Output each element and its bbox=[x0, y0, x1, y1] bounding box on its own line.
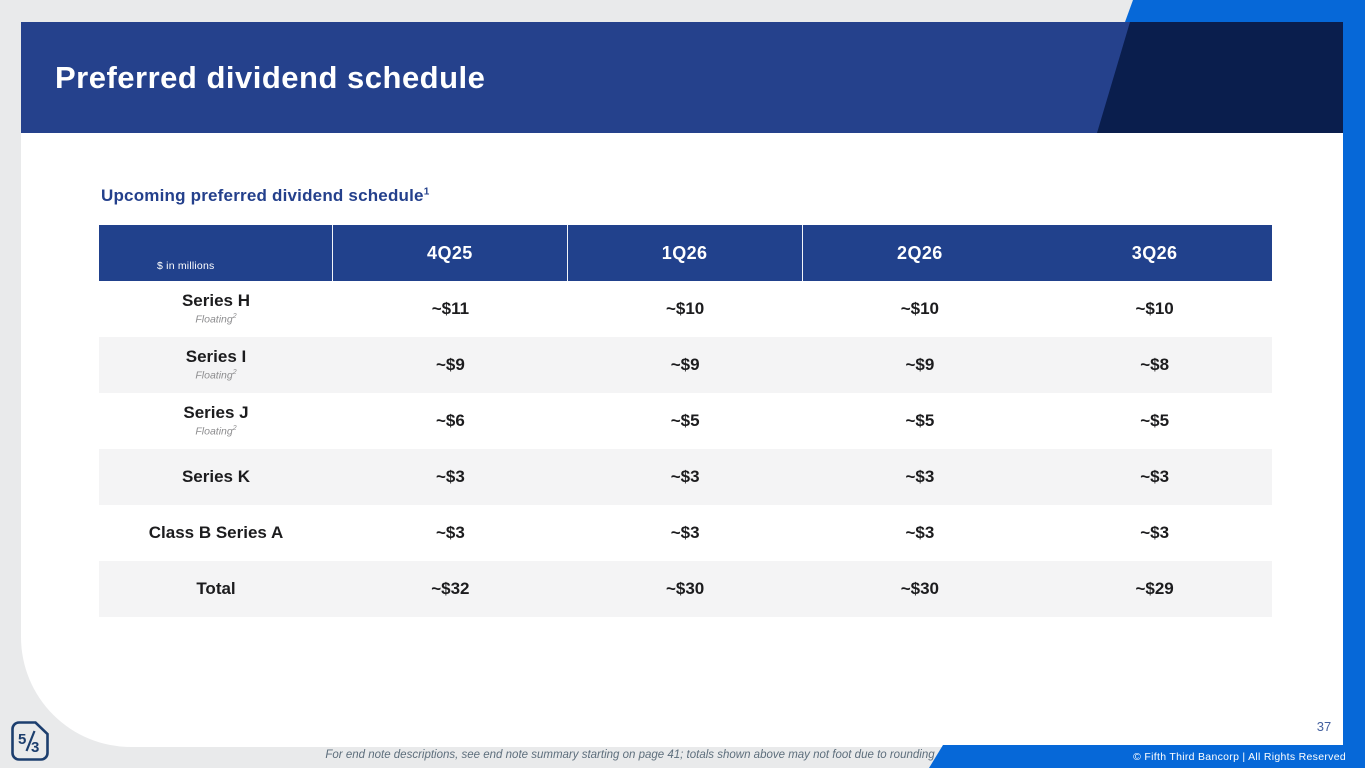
row-label-cell: Series H Floating2 bbox=[99, 281, 333, 337]
table-row-series-i: Series I Floating2 ~$9 ~$9 ~$9 ~$8 bbox=[99, 337, 1272, 393]
table-row-class-b-series-a: Class B Series A ~$3 ~$3 ~$3 ~$3 bbox=[99, 505, 1272, 561]
total-label: Total bbox=[196, 578, 236, 598]
value-cell: ~$32 bbox=[431, 579, 470, 598]
value-cell: ~$5 bbox=[1140, 411, 1170, 430]
series-label: Series H bbox=[181, 291, 251, 311]
svg-text:5: 5 bbox=[18, 731, 26, 748]
value-cell: ~$30 bbox=[900, 579, 940, 598]
endnote-text: For end note descriptions, see end note … bbox=[325, 749, 935, 761]
page-number: 37 bbox=[1316, 719, 1332, 734]
table-heading-text: Upcoming preferred dividend schedule bbox=[101, 186, 424, 205]
rate-type-label: Floating2 bbox=[195, 368, 237, 382]
table-heading: Upcoming preferred dividend schedule1 bbox=[101, 186, 429, 206]
units-label: $ in millions bbox=[157, 260, 215, 272]
column-header-4q25: 4Q25 bbox=[333, 225, 568, 281]
value-cell: ~$8 bbox=[1140, 355, 1170, 374]
table-row-series-h: Series H Floating2 ~$11 ~$10 ~$10 ~$10 bbox=[99, 281, 1272, 337]
table-heading-footnote-ref: 1 bbox=[423, 186, 430, 198]
value-cell: ~$3 bbox=[435, 523, 465, 542]
svg-text:3: 3 bbox=[31, 739, 39, 756]
column-header-3q26: 3Q26 bbox=[1131, 242, 1178, 263]
column-header-1q26: 1Q26 bbox=[568, 225, 803, 281]
value-cell: ~$9 bbox=[670, 355, 700, 374]
right-accent-strip bbox=[1343, 0, 1365, 768]
table-header-units-cell: $ in millions bbox=[99, 225, 333, 281]
value-cell: ~$3 bbox=[1140, 467, 1170, 486]
series-label: Class B Series A bbox=[148, 522, 284, 542]
header-corner-shape bbox=[1097, 22, 1343, 133]
rate-type-label: Floating2 bbox=[195, 424, 237, 438]
value-cell: ~$3 bbox=[1140, 523, 1170, 542]
dividend-schedule-table: $ in millions 4Q25 1Q26 2Q26 3Q26 Series… bbox=[99, 225, 1272, 617]
value-cell: ~$30 bbox=[665, 579, 705, 598]
table-row-total: Total ~$32 ~$30 ~$30 ~$29 bbox=[99, 561, 1272, 617]
table-header-row: $ in millions 4Q25 1Q26 2Q26 3Q26 bbox=[99, 225, 1272, 281]
fifth-third-logo-icon: 5 3 bbox=[10, 720, 50, 762]
value-cell: ~$3 bbox=[670, 523, 700, 542]
column-header-2q26: 2Q26 bbox=[897, 242, 943, 263]
page-title: Preferred dividend schedule bbox=[55, 59, 486, 95]
series-label: Series I bbox=[185, 347, 247, 367]
value-cell: ~$10 bbox=[665, 299, 705, 318]
value-cell: ~$9 bbox=[905, 355, 935, 374]
footer-bar: © Fifth Third Bancorp | All Rights Reser… bbox=[929, 745, 1365, 768]
copyright-text: © Fifth Third Bancorp | All Rights Reser… bbox=[1133, 750, 1346, 763]
row-label-cell: Class B Series A bbox=[99, 505, 333, 561]
value-cell: ~$5 bbox=[670, 411, 700, 430]
table-row-series-j: Series J Floating2 ~$6 ~$5 ~$5 ~$5 bbox=[99, 393, 1272, 449]
series-label: Series J bbox=[183, 403, 249, 423]
series-label: Series K bbox=[181, 466, 251, 486]
row-label-cell: Total bbox=[99, 561, 333, 617]
value-cell: ~$10 bbox=[900, 299, 940, 318]
value-cell: ~$3 bbox=[905, 467, 935, 486]
value-cell: ~$29 bbox=[1135, 579, 1174, 598]
row-label-cell: Series J Floating2 bbox=[99, 393, 333, 449]
value-cell: ~$9 bbox=[435, 355, 465, 374]
value-cell: ~$6 bbox=[435, 411, 465, 430]
value-cell: ~$3 bbox=[435, 467, 465, 486]
value-cell: ~$10 bbox=[1135, 299, 1174, 318]
rate-type-label: Floating2 bbox=[195, 312, 237, 326]
top-accent-wedge bbox=[1125, 0, 1343, 22]
row-label-cell: Series I Floating2 bbox=[99, 337, 333, 393]
value-cell: ~$3 bbox=[905, 523, 935, 542]
table-row-series-k: Series K ~$3 ~$3 ~$3 ~$3 bbox=[99, 449, 1272, 505]
row-label-cell: Series K bbox=[99, 449, 333, 505]
value-cell: ~$5 bbox=[905, 411, 935, 430]
value-cell: ~$11 bbox=[431, 299, 470, 318]
value-cell: ~$3 bbox=[670, 467, 700, 486]
